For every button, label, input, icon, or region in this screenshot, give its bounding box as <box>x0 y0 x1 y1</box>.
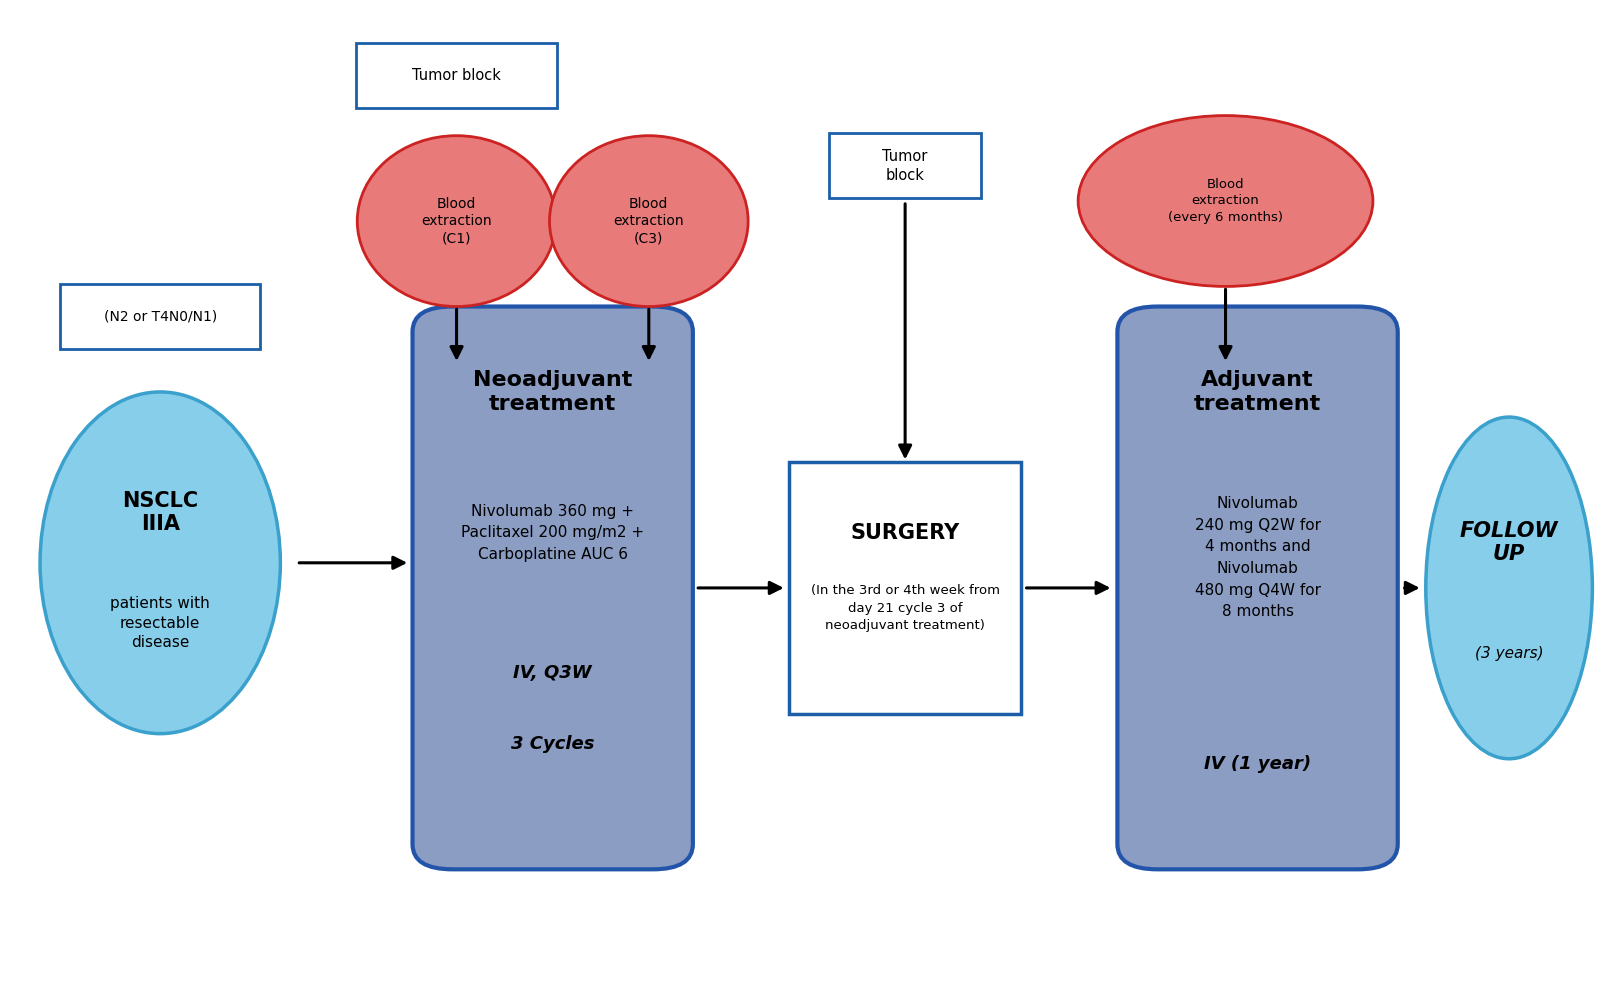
FancyBboxPatch shape <box>1118 307 1397 869</box>
Text: Tumor
block: Tumor block <box>883 149 928 183</box>
Text: (3 years): (3 years) <box>1475 646 1543 660</box>
Text: SURGERY: SURGERY <box>851 523 960 543</box>
Text: Blood
extraction
(every 6 months): Blood extraction (every 6 months) <box>1168 179 1283 223</box>
Text: patients with
resectable
disease: patients with resectable disease <box>111 596 210 650</box>
Ellipse shape <box>1426 417 1592 759</box>
Ellipse shape <box>40 392 280 734</box>
Text: Adjuvant
treatment: Adjuvant treatment <box>1193 370 1322 414</box>
Ellipse shape <box>549 136 748 307</box>
FancyBboxPatch shape <box>356 42 557 108</box>
Text: NSCLC
IIIA: NSCLC IIIA <box>122 491 199 534</box>
Ellipse shape <box>357 136 556 307</box>
FancyBboxPatch shape <box>830 133 980 199</box>
Text: (In the 3rd or 4th week from
day 21 cycle 3 of
neoadjuvant treatment): (In the 3rd or 4th week from day 21 cycl… <box>811 584 1000 632</box>
Text: FOLLOW
UP: FOLLOW UP <box>1459 522 1559 564</box>
Text: Blood
extraction
(C1): Blood extraction (C1) <box>421 197 492 245</box>
FancyBboxPatch shape <box>412 307 692 869</box>
FancyBboxPatch shape <box>788 462 1022 714</box>
Text: Tumor block: Tumor block <box>412 68 501 82</box>
Text: Neoadjuvant
treatment: Neoadjuvant treatment <box>473 370 633 414</box>
Text: IV (1 year): IV (1 year) <box>1205 755 1310 773</box>
Text: Nivolumab
240 mg Q2W for
4 months and
Nivolumab
480 mg Q4W for
8 months: Nivolumab 240 mg Q2W for 4 months and Ni… <box>1195 496 1320 619</box>
Text: Nivolumab 360 mg +
Paclitaxel 200 mg/m2 +
Carboplatine AUC 6: Nivolumab 360 mg + Paclitaxel 200 mg/m2 … <box>461 504 644 562</box>
Text: (N2 or T4N0/N1): (N2 or T4N0/N1) <box>104 310 216 324</box>
Text: Blood
extraction
(C3): Blood extraction (C3) <box>614 197 684 245</box>
Text: 3 Cycles: 3 Cycles <box>511 735 594 753</box>
FancyBboxPatch shape <box>61 283 260 349</box>
Text: IV, Q3W: IV, Q3W <box>513 664 593 682</box>
Ellipse shape <box>1078 116 1373 286</box>
